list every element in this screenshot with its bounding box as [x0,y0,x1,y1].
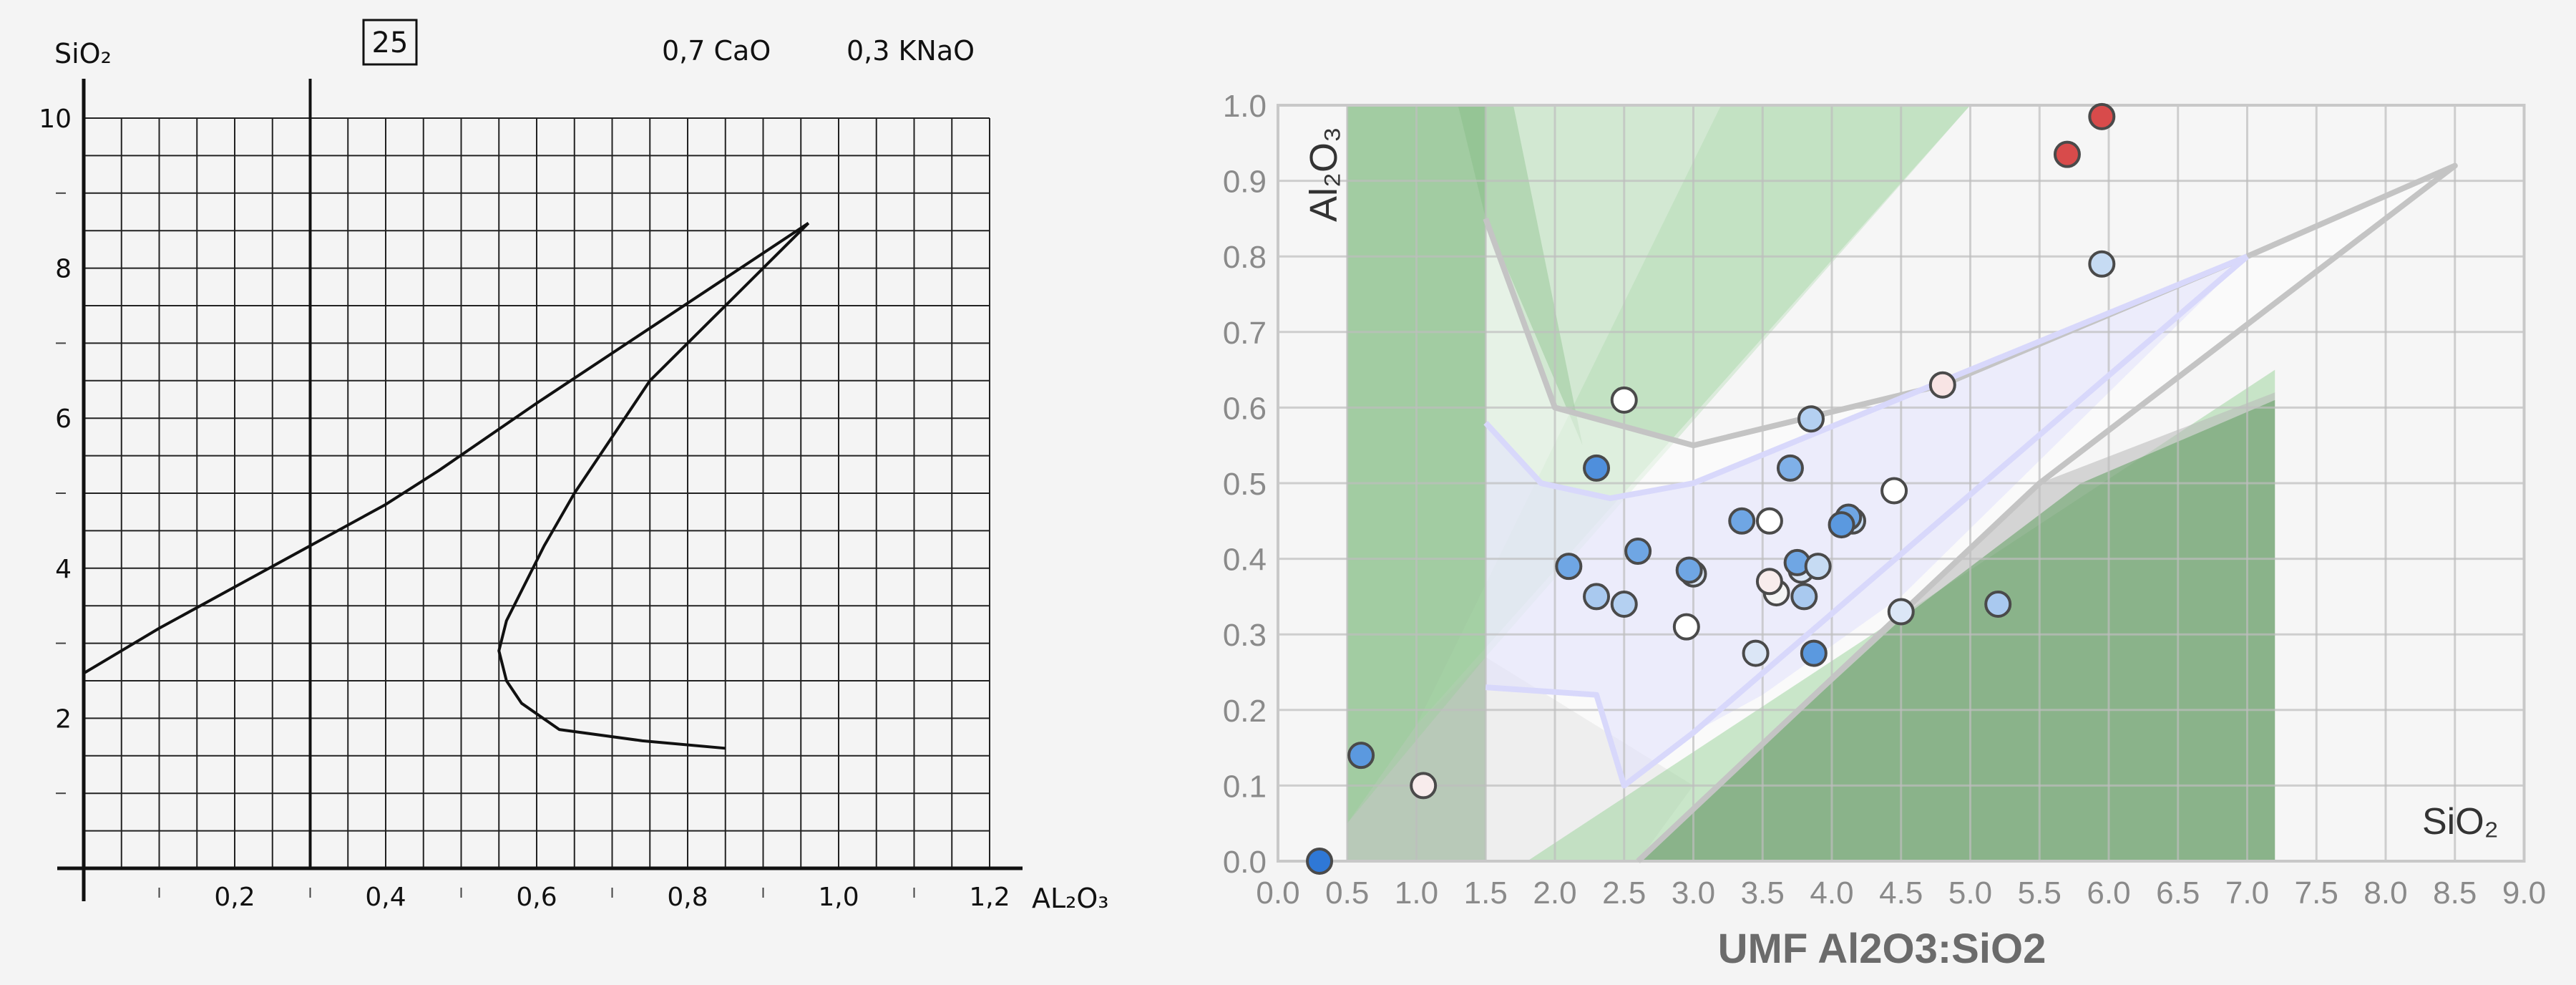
data-point [1804,553,1832,581]
data-point [1828,511,1855,539]
right-x-tick-label: 1.0 [1395,875,1438,911]
right-region-10 [1485,256,2248,786]
right-y-tick-label: 1.0 [1223,89,1267,124]
right-ticks: 0.0 0.5 1.0 1.5 2.0 2.5 3.0 3.5 4.0 4.5 5.0 5.5 6.0 6… [1223,89,2546,911]
data-point [1410,772,1438,800]
left-y-axis-label: SiO₂ [54,38,112,69]
right-x-tick-label: 4.5 [1879,875,1923,911]
data-point [1347,742,1375,770]
left-annotation-knao: 0,3 KNaO [847,35,975,67]
right-x-tick-label: 0.5 [1325,875,1369,911]
left-x-tick-label: 0,6 [516,883,557,912]
data-point [2053,140,2081,168]
data-point [1880,477,1908,505]
right-x-tick-label: 8.0 [2363,875,2407,911]
right-x-tick-label: 4.0 [1810,875,1853,911]
data-point [1755,507,1783,535]
data-point [2088,102,2116,130]
data-point [1728,507,1756,535]
right-x-tick-label: 5.5 [2018,875,2062,911]
data-point [1624,538,1652,566]
left-box-label: 25 [372,26,409,59]
right-x-tick-label: 5.0 [1948,875,1992,911]
right-boundary-lines [1483,162,2458,863]
right-y-tick-label: 0.7 [1223,316,1267,351]
right-x-tick-label: 2.5 [1602,875,1646,911]
left-x-tick-label: 0,8 [667,883,708,912]
right-region-2 [1347,105,1971,824]
right-y-tick-label: 0.6 [1223,391,1267,426]
data-point [1672,613,1700,641]
right-region-5 [1347,656,1694,861]
right-x-tick-label: 3.0 [1672,875,1715,911]
left-y-tick-label: 6 [55,404,72,434]
data-point [1790,583,1818,611]
right-points [1306,102,2116,875]
left-y-tick-label: 2 [55,704,72,734]
left-curve-1 [82,222,809,675]
data-point [1583,454,1611,482]
data-point [1610,386,1638,414]
data-point [1555,553,1583,581]
data-point [1776,454,1804,482]
left-x-tick-label: 1,2 [969,883,1010,912]
right-x-tick-label: 6.5 [2156,875,2200,911]
data-point [1928,371,1956,399]
right-x-tick-label: 6.0 [2087,875,2130,911]
left-series [82,222,810,750]
right-x-tick-label: 1.5 [1464,875,1508,911]
left-ticks: 0,2 0,4 0,6 0,8 1,0 1,2 2 4 6 8 10 [39,105,1010,912]
right-x-tick-label: 9.0 [2502,875,2546,911]
right-y-tick-label: 0.9 [1223,165,1267,200]
left-x-axis-label: AL₂O₃ [1032,883,1109,914]
data-point [1800,639,1828,667]
right-x-tick-label: 7.5 [2295,875,2338,911]
right-boundary-line-2 [1483,253,2249,502]
left-x-tick-label: 1,0 [818,883,859,912]
right-region-9 [1638,399,2275,861]
left-y-tick-label: 10 [39,105,72,134]
right-y-tick-label: 0.5 [1223,467,1267,502]
left-grid [84,117,990,868]
data-point [1306,848,1334,875]
right-inner-x-label: SiO₂ [2422,801,2499,843]
right-y-tick-label: 0.0 [1223,845,1267,880]
left-annotation-cao: 0,7 CaO [662,35,771,67]
left-box-frame [362,19,418,66]
data-point [1984,590,2012,618]
data-point [1887,598,1915,626]
right-x-tick-label: 2.0 [1533,875,1576,911]
data-point [1610,590,1638,618]
data-point [1797,405,1825,433]
right-y-tick-label: 0.2 [1223,694,1267,729]
left-curve-2 [497,222,810,750]
data-point [1755,568,1783,596]
left-x-tick-label: 0,2 [214,883,255,912]
left-x-tick-label: 0,4 [365,883,406,912]
right-y-tick-label: 0.8 [1223,240,1267,275]
data-point [1742,639,1770,667]
left-y-tick-label: 8 [55,255,72,284]
right-x-tick-label: 0.0 [1256,875,1299,911]
left-y-tick-label: 4 [55,555,72,584]
right-chart: 0.0 0.5 1.0 1.5 2.0 2.5 3.0 3.5 4.0 4.5 5.0 5.5 6.0 6… [1223,89,2546,972]
data-point [1675,556,1703,584]
left-chart: 0,2 0,4 0,6 0,8 1,0 1,2 2 4 6 8 10 SiO₂ 25 0,7 CaO… [39,19,1109,914]
right-boundary-line-3 [1485,254,2250,789]
right-region-4 [1458,105,1583,446]
right-x-tick-label: 8.5 [2433,875,2477,911]
right-x-tick-label: 3.5 [1741,875,1785,911]
data-point [2088,250,2116,278]
data-point [1583,583,1611,611]
right-y-tick-label: 0.3 [1223,618,1267,653]
right-inner-y-label: Al₂O₃ [1302,127,1345,222]
right-x-axis-title: UMF Al2O3:SiO2 [1718,926,2046,972]
right-y-tick-label: 0.1 [1223,769,1267,804]
right-plot-frame [1277,104,2526,863]
right-y-tick-label: 0.4 [1223,543,1267,578]
right-x-tick-label: 7.0 [2225,875,2269,911]
